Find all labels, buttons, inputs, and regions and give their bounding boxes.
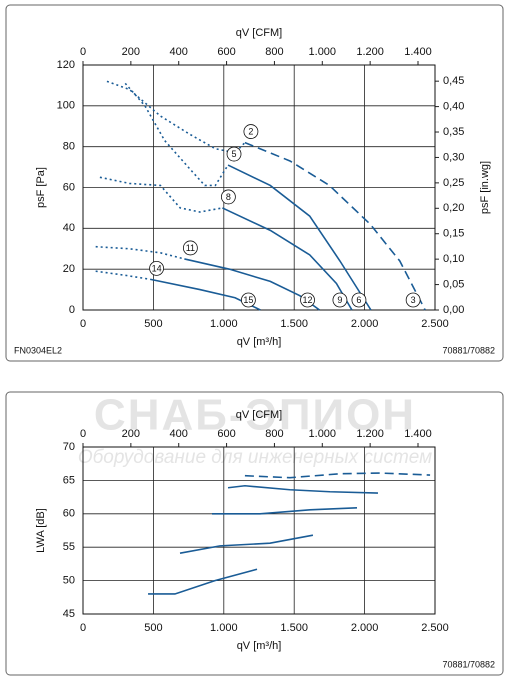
x2-tick-label: 200	[122, 46, 140, 58]
x2-tick-label: 0	[80, 428, 86, 440]
curve-badge	[332, 292, 348, 308]
note: 70881/70882	[442, 345, 495, 355]
curve	[179, 534, 314, 554]
x2-tick-label: 800	[265, 428, 283, 440]
curve-badge	[149, 260, 164, 276]
y-tick-label: 55	[63, 541, 75, 553]
curve-badge	[241, 292, 256, 308]
curve	[227, 484, 378, 494]
y-tick-label: 40	[63, 222, 75, 234]
x2-tick-label: 1.000	[309, 428, 337, 440]
x2-tick-label: 1.200	[356, 428, 384, 440]
y-tick-label: 65	[63, 474, 75, 486]
y-tick-label: 0	[69, 304, 75, 316]
y-axis-label: psF [Pa]	[35, 167, 47, 208]
curve-label: 3	[411, 295, 416, 305]
curve-badge	[226, 146, 242, 162]
x-tick-label: 500	[144, 318, 162, 330]
x2-axis-label: qV [CFM]	[236, 27, 282, 39]
y-tick-label: 100	[57, 100, 75, 112]
y2-tick-label: 0,45	[443, 75, 464, 87]
y-tick-label: 45	[63, 608, 75, 620]
curve	[99, 176, 223, 213]
panel-frame	[5, 391, 504, 676]
x2-tick-label: 200	[122, 428, 140, 440]
curve-label: 8	[226, 192, 231, 202]
curve-label: 15	[243, 295, 253, 305]
note: FN0304EL2	[14, 345, 62, 355]
curve-label: 9	[337, 295, 342, 305]
x-tick-label: 0	[80, 622, 86, 634]
y-tick-label: 70	[63, 441, 75, 453]
x-tick-label: 0	[80, 318, 86, 330]
y2-tick-label: 0,10	[443, 253, 464, 265]
curve-label: 6	[356, 295, 361, 305]
watermark-subtitle: Оборудование для инженерных систем	[78, 447, 432, 468]
x-tick-label: 1.000	[210, 318, 238, 330]
panel-frame	[5, 4, 504, 362]
curve-badge	[300, 292, 315, 308]
x-tick-label: 1.500	[280, 318, 308, 330]
curve	[124, 82, 229, 187]
y2-tick-label: 0,30	[443, 151, 464, 163]
curve-label: 11	[186, 243, 195, 253]
y2-tick-label: 0,00	[443, 304, 464, 316]
x2-tick-label: 0	[80, 46, 86, 58]
y2-tick-label: 0,35	[443, 126, 464, 138]
curve-badge	[220, 189, 236, 205]
note: 70881/70882	[442, 659, 495, 669]
curve-badge	[243, 124, 259, 139]
watermark-title: СНАБ-ЭПИОН	[94, 391, 416, 440]
curve-label: 5	[232, 149, 237, 159]
y2-axis-label: psF [in.wg]	[479, 161, 491, 214]
curve	[95, 245, 185, 260]
x-tick-label: 2.500	[421, 318, 449, 330]
y-tick-label: 50	[63, 575, 75, 587]
x-tick-label: 1.500	[280, 622, 308, 634]
y-tick-label: 20	[63, 263, 75, 275]
curve-label: 14	[152, 263, 162, 273]
curve	[244, 472, 431, 479]
y2-tick-label: 0,15	[443, 228, 464, 240]
x-tick-label: 2.000	[351, 622, 379, 634]
x2-tick-label: 400	[170, 428, 188, 440]
x2-tick-label: 1.400	[404, 428, 432, 440]
curve	[211, 506, 358, 515]
curve	[227, 164, 372, 311]
x-tick-label: 2.000	[351, 318, 379, 330]
x2-tick-label: 600	[217, 46, 235, 58]
x2-axis-label: qV [CFM]	[236, 409, 282, 421]
x2-tick-label: 600	[217, 428, 235, 440]
plot-frame	[82, 446, 436, 615]
x2-tick-label: 1.000	[309, 46, 337, 58]
curve-label: 12	[303, 295, 313, 305]
x2-tick-label: 1.200	[356, 46, 384, 58]
curve	[148, 568, 258, 595]
y2-tick-label: 0,40	[443, 101, 464, 113]
x-tick-label: 500	[144, 622, 162, 634]
curve-badge	[405, 292, 421, 308]
y-tick-label: 80	[63, 141, 75, 153]
x-axis-label: qV [m³/h]	[237, 336, 282, 348]
curve	[222, 207, 353, 311]
curve-badge	[351, 292, 367, 308]
y2-tick-label: 0,25	[443, 177, 464, 189]
y-axis-label: LWA [dB]	[35, 508, 47, 553]
curve	[95, 270, 151, 281]
y-tick-label: 60	[63, 181, 75, 193]
curve-badge	[182, 240, 198, 256]
x-tick-label: 1.000	[210, 622, 238, 634]
y2-tick-label: 0,05	[443, 278, 464, 290]
curve-label: 2	[248, 126, 253, 136]
x2-tick-label: 1.400	[404, 46, 432, 58]
y-tick-label: 120	[57, 59, 75, 71]
x-tick-label: 2.500	[421, 622, 449, 634]
y2-tick-label: 0,20	[443, 202, 464, 214]
y-tick-label: 60	[63, 508, 75, 520]
x-axis-label: qV [m³/h]	[237, 640, 282, 652]
x2-tick-label: 800	[265, 46, 283, 58]
x2-tick-label: 400	[170, 46, 188, 58]
